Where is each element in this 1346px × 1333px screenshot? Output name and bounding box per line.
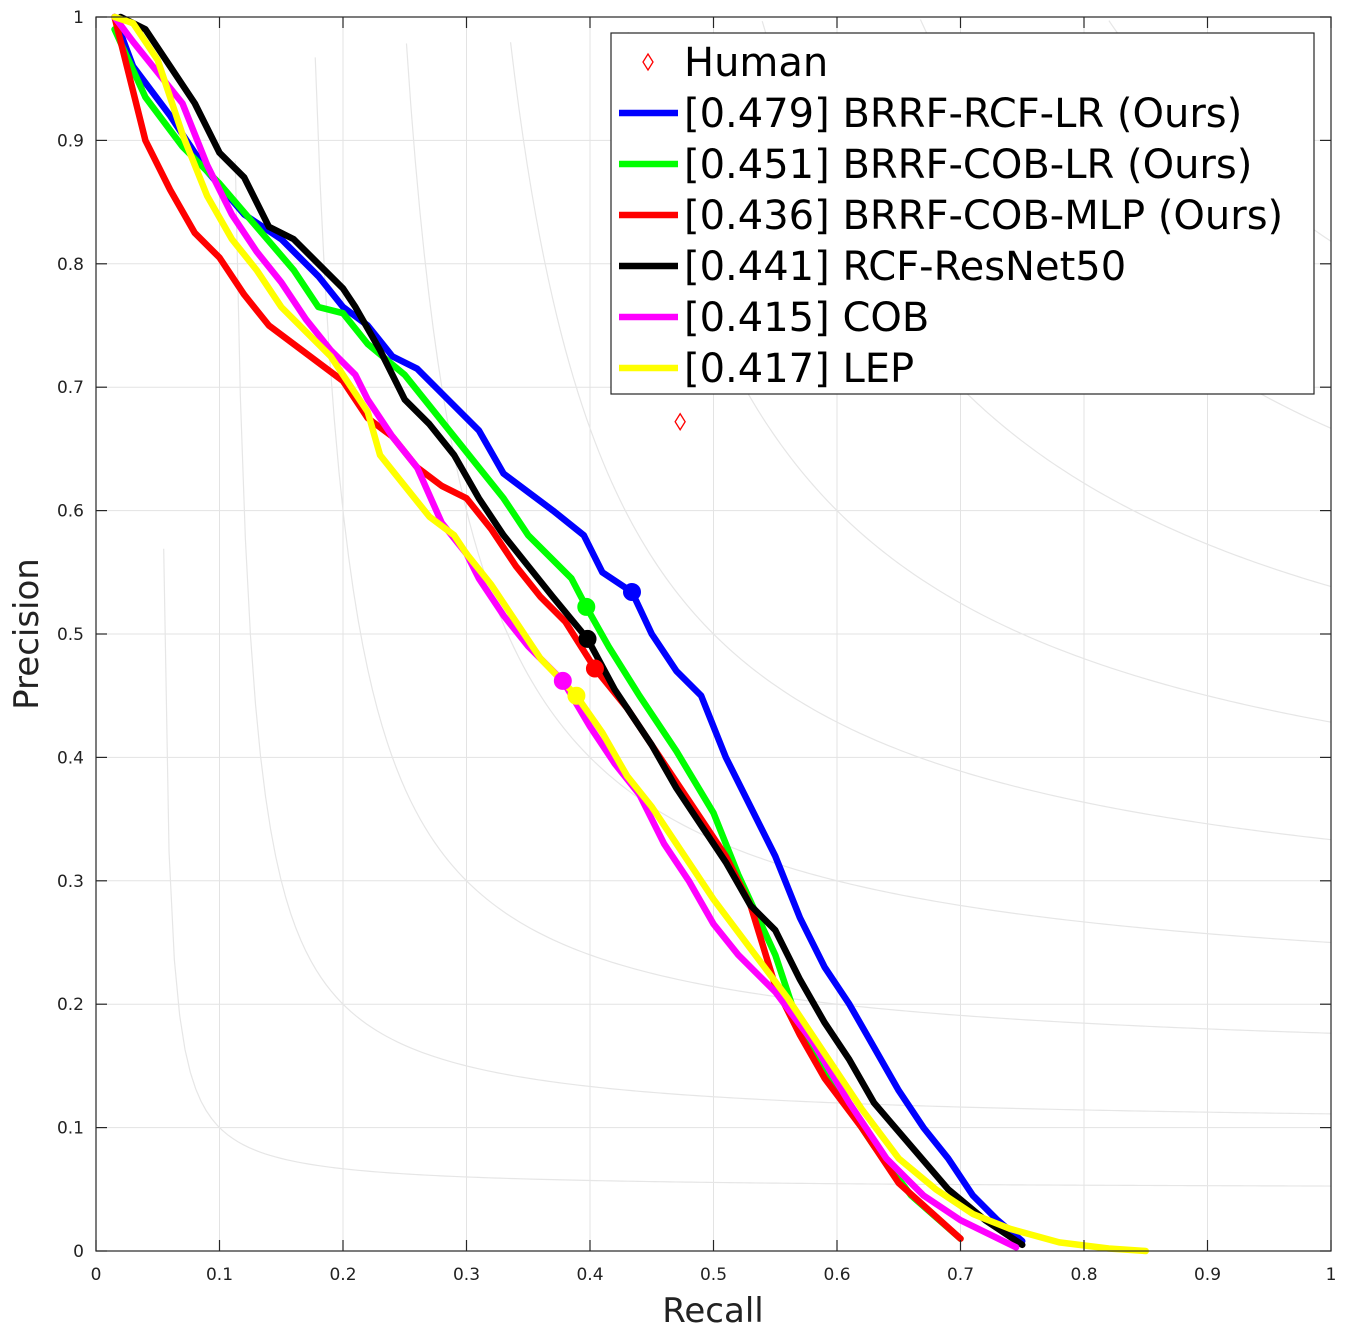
y-tick-label: 0.8 bbox=[57, 255, 84, 275]
y-tick-label: 0.6 bbox=[57, 502, 84, 522]
iso-f-curve bbox=[314, 57, 1332, 1034]
x-tick-label: 0.9 bbox=[1194, 1265, 1221, 1285]
legend: Human [0.479] BRRF-RCF-LR (Ours) [0.451] B… bbox=[610, 32, 1315, 395]
iso-f-curves bbox=[163, 19, 1332, 1187]
ticks: 0 0.1 0.2 0.3 0.4 0.5 0.6 0.7 0.8 0.9 1 0 0.1 0.2 0.3 0… bbox=[57, 8, 1336, 1285]
iso-f-curve bbox=[163, 548, 1332, 1187]
legend-label-0: [0.479] BRRF-RCF-LR (Ours) bbox=[684, 91, 1242, 137]
series-line-4 bbox=[111, 13, 1020, 1251]
x-tick-label: 1 bbox=[1326, 1265, 1337, 1285]
x-tick-label: 0.8 bbox=[1070, 1265, 1097, 1285]
x-tick-label: 0.1 bbox=[206, 1265, 233, 1285]
y-tick-label: 0.9 bbox=[57, 131, 84, 151]
best-point-marker-2 bbox=[585, 659, 604, 678]
y-tick-label: 1 bbox=[73, 8, 84, 28]
x-tick-label: 0.5 bbox=[700, 1265, 727, 1285]
x-tick-label: 0.7 bbox=[947, 1265, 974, 1285]
series-group bbox=[111, 13, 1149, 1255]
markers-group bbox=[553, 583, 641, 705]
series-line-0 bbox=[111, 13, 1026, 1245]
legend-human-marker bbox=[642, 52, 654, 72]
legend-label-4: [0.415] COB bbox=[684, 295, 929, 341]
iso-f-curve bbox=[509, 42, 1332, 841]
best-point-marker-5 bbox=[567, 686, 586, 705]
iso-f-curve bbox=[234, 160, 1332, 1115]
x-tick-label: 0.6 bbox=[823, 1265, 850, 1285]
best-point-marker-4 bbox=[553, 671, 572, 690]
y-tick-label: 0.5 bbox=[57, 625, 84, 645]
legend-label-3: [0.441] RCF-ResNet50 bbox=[684, 244, 1126, 290]
y-tick-label: 0.4 bbox=[57, 748, 84, 768]
x-tick-label: 0.3 bbox=[453, 1265, 480, 1285]
legend-label-5: [0.417] LEP bbox=[684, 346, 914, 392]
legend-label-2: [0.436] BRRF-COB-MLP (Ours) bbox=[684, 193, 1283, 239]
y-tick-label: 0 bbox=[73, 1242, 84, 1262]
x-axis-label: Recall bbox=[662, 1291, 763, 1331]
y-tick-label: 0.7 bbox=[57, 378, 84, 398]
iso-f-curve bbox=[405, 43, 1332, 944]
legend-label-1: [0.451] BRRF-COB-LR (Ours) bbox=[684, 142, 1252, 188]
legend-label-human: Human bbox=[684, 40, 828, 86]
series-line-5 bbox=[111, 13, 1149, 1255]
y-tick-label: 0.1 bbox=[57, 1119, 84, 1139]
human-point bbox=[674, 412, 686, 431]
legend-box bbox=[610, 32, 1315, 395]
series-line-3 bbox=[117, 13, 1026, 1249]
x-tick-label: 0.4 bbox=[576, 1265, 603, 1285]
x-tick-label: 0 bbox=[91, 1265, 102, 1285]
y-tick-label: 0.2 bbox=[57, 995, 84, 1015]
best-point-marker-0 bbox=[622, 583, 641, 602]
x-tick-label: 0.2 bbox=[329, 1265, 356, 1285]
human-marker bbox=[674, 412, 686, 431]
best-point-marker-1 bbox=[577, 597, 596, 616]
y-tick-label: 0.3 bbox=[57, 872, 84, 892]
best-point-marker-3 bbox=[578, 629, 597, 648]
y-axis-label: Precision bbox=[7, 558, 47, 710]
series-line-1 bbox=[111, 26, 964, 1242]
